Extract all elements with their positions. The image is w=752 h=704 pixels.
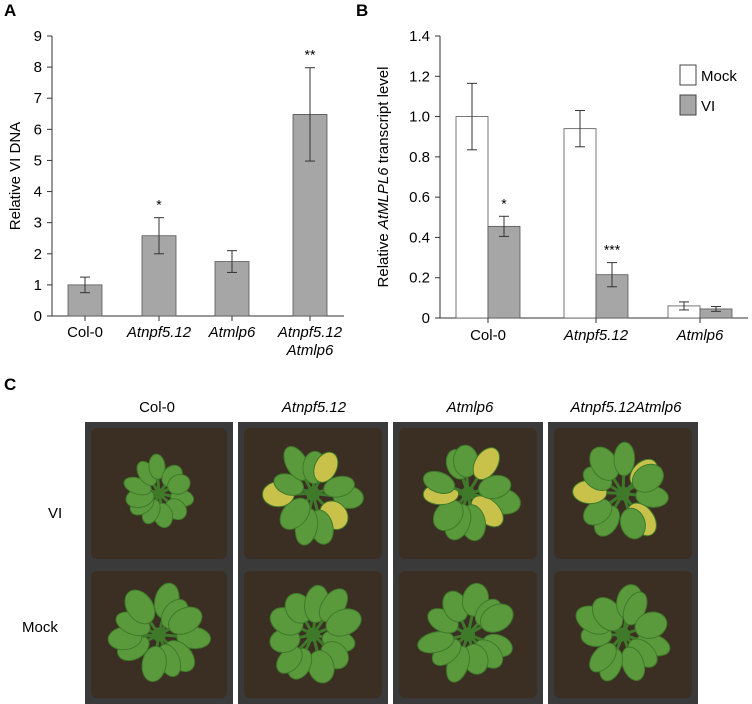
leaf: [141, 645, 167, 683]
y-ticks-a: 0 1 2 3 4 5 6 7 8 9: [34, 28, 52, 325]
leaf: [276, 646, 303, 674]
column-label-double-mutant: Atnpf5.12Atmlp6: [570, 399, 683, 416]
bars-b: * Col-0 *** Atnpf5.12 Atmlp6: [455, 82, 733, 344]
leaf: [432, 499, 464, 532]
y-tick-label-b: 1.0: [409, 109, 430, 126]
leaf: [167, 473, 191, 495]
category-label-a: Atnpf5.12: [277, 324, 343, 341]
legend-label-vi: VI: [701, 98, 715, 115]
y-tick-label-b: 0.4: [409, 229, 430, 246]
photo-panel: Col-0 Atnpf5.12 Atmlp6 Atnpf5.12Atmlp6 V…: [22, 399, 698, 704]
category-label-b: Col-0: [470, 327, 506, 344]
y-tick-label-a: 2: [34, 246, 42, 263]
photo-tiles: [85, 422, 698, 704]
bars-a: Col-0*Atnpf5.12 Atmlp6**Atnpf5.12Atmlp6: [67, 47, 343, 359]
y-tick-label-a: 8: [34, 59, 42, 76]
row-label-mock: Mock: [22, 619, 58, 636]
significance-marker-b: ***: [604, 242, 621, 258]
y-tick-label-a: 6: [34, 121, 42, 138]
leaf: [422, 470, 456, 494]
rosette-center: [306, 627, 320, 642]
category-label-b: Atnpf5.12: [563, 327, 629, 344]
leaf: [168, 606, 203, 635]
y-axis-title-b: Relative AtMLPL6 transcript level: [375, 67, 392, 288]
chart-a: Relative VI DNA 0 1 2 3 4 5 6 7 8 9 Col-0 * Atnpf5.…: [7, 28, 344, 359]
y-axis-title-b-prefix: Relative: [375, 229, 392, 287]
column-label-atnpf512: Atnpf5.12: [281, 399, 347, 416]
significance-marker-a: **: [305, 47, 316, 63]
legend-b: Mock VI: [679, 64, 737, 116]
leaf: [148, 453, 166, 480]
significance-marker-a: *: [156, 197, 162, 213]
bar-b-vi: [487, 225, 521, 319]
y-tick-label-a: 9: [34, 28, 42, 45]
y-axis-title-b-gene: AtMLPL6: [375, 167, 392, 230]
leaf: [417, 631, 455, 654]
rosette-center: [153, 488, 165, 499]
y-axis-title-b-suffix: transcript level: [375, 67, 392, 168]
rosette-center: [461, 627, 475, 642]
y-tick-label-b: 1.2: [409, 68, 430, 85]
y-tick-label-b: 0.2: [409, 270, 430, 287]
leaf: [279, 497, 311, 530]
rosette-center: [616, 486, 630, 501]
category-label-a: Atmlp6: [286, 342, 334, 359]
y-tick-label-a: 1: [34, 277, 42, 294]
leaf: [477, 474, 512, 500]
category-label-a: Atnpf5.12: [126, 324, 192, 341]
leaf: [589, 642, 617, 673]
leaf: [313, 451, 339, 483]
y-tick-label-a: 3: [34, 215, 42, 232]
leaf: [472, 447, 501, 481]
category-label-a: Atmlp6: [208, 324, 256, 341]
leaf: [621, 646, 646, 681]
column-label-atmlp6: Atmlp6: [446, 399, 494, 416]
panel-letter-b: B: [356, 1, 368, 20]
y-tick-label-a: 4: [34, 184, 42, 201]
column-label-col0: Col-0: [139, 399, 175, 416]
legend-swatch-mock: [679, 64, 697, 86]
panel-letter-a: A: [4, 1, 16, 20]
y-tick-label-a: 5: [34, 152, 42, 169]
leaf: [325, 608, 362, 637]
rosette-center: [461, 486, 475, 501]
leaf: [631, 463, 664, 493]
rosette-center: [616, 627, 630, 642]
leaf: [634, 611, 668, 639]
leaf: [613, 441, 636, 477]
y-tick-label-a: 7: [34, 90, 42, 107]
y-axis-title-a: Relative VI DNA: [7, 122, 24, 230]
y-ticks-b: 0 0.2 0.4 0.6 0.8 1.0 1.2 1.4: [409, 28, 440, 327]
bar-b-mock: [563, 128, 597, 319]
significance-marker-b: *: [501, 195, 507, 211]
row-label-vi: VI: [48, 505, 62, 522]
leaf: [619, 507, 646, 540]
rosette-center: [152, 627, 166, 642]
leaf: [479, 603, 514, 633]
y-tick-label-a: 0: [34, 308, 42, 325]
panel-letter-c: C: [4, 375, 16, 394]
y-tick-label-b: 1.4: [409, 28, 430, 45]
chart-b: Relative AtMLPL6 transcript level 0 0.2 0.…: [375, 28, 748, 344]
legend-label-mock: Mock: [701, 68, 737, 85]
y-tick-label-b: 0.6: [409, 189, 430, 206]
leaf: [323, 475, 355, 498]
category-label-b: Atmlp6: [676, 327, 724, 344]
category-label-a: Col-0: [67, 324, 103, 341]
y-tick-label-b: 0: [422, 310, 430, 327]
legend-swatch-vi: [679, 94, 697, 116]
leaf: [124, 589, 156, 625]
y-tick-label-b: 0.8: [409, 149, 430, 166]
rosette-center: [306, 486, 320, 501]
